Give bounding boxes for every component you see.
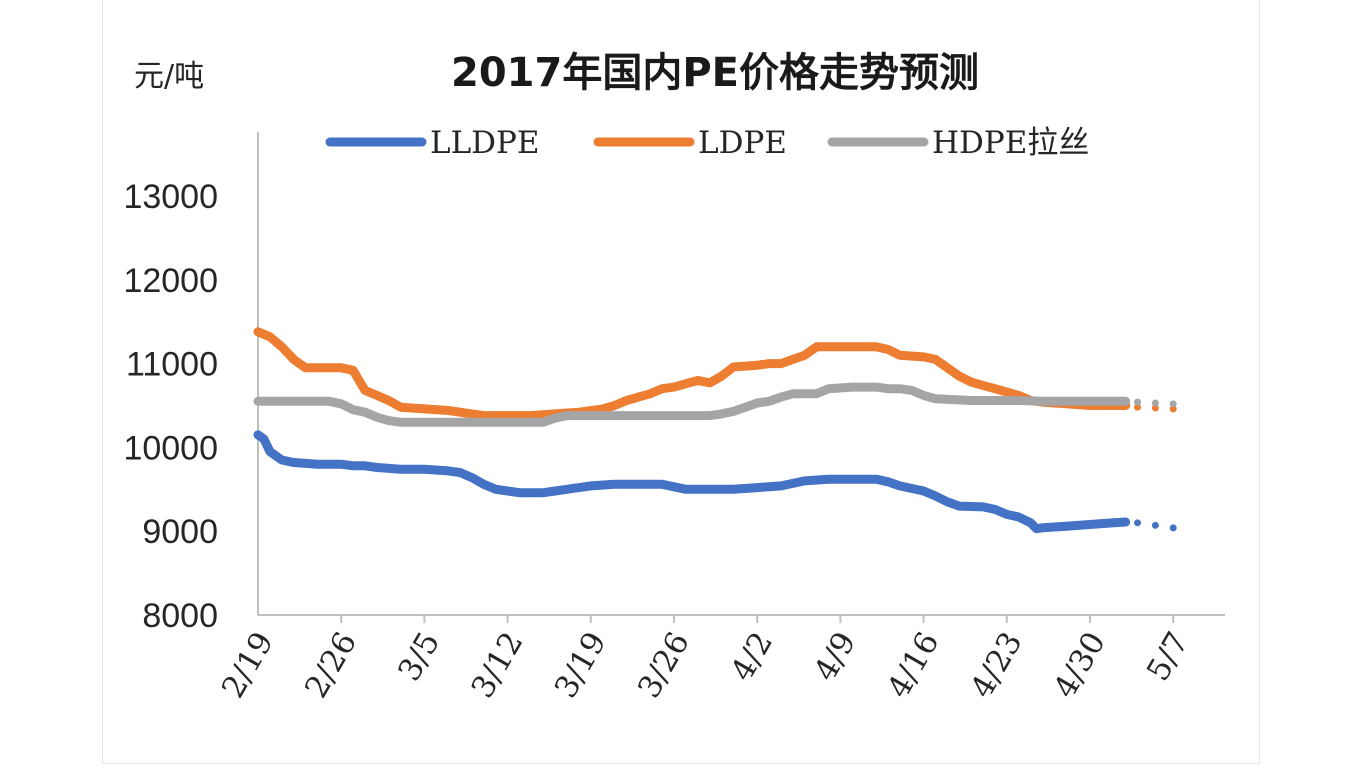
forecast-dot [1169, 524, 1177, 532]
x-tick-label: 4/30 [1047, 626, 1113, 704]
legend-label: LLDPE [430, 125, 540, 161]
forecast-dot [1151, 399, 1159, 407]
series-lines [253, 327, 1177, 534]
x-tick-label: 3/5 [391, 626, 447, 687]
forecast-dot [1151, 404, 1159, 412]
x-tick-label: 4/23 [964, 626, 1030, 704]
forecast-dot [1169, 400, 1177, 408]
series-line [253, 327, 1131, 421]
y-tick-label: 9000 [142, 513, 218, 551]
series-line [253, 430, 1131, 534]
legend-label: HDPE拉丝 [932, 125, 1089, 161]
x-tick-label: 3/26 [631, 626, 697, 704]
x-tick-label: 2/19 [215, 626, 281, 704]
axes [257, 132, 1225, 623]
legend: LLDPE LDPE HDPE拉丝 [325, 125, 1089, 161]
y-tick-labels: 13000 12000 11000 10000 9000 8000 [123, 178, 218, 635]
y-tick-label: 8000 [142, 597, 218, 635]
y-tick-label: 11000 [126, 346, 218, 384]
y-tick-label: 10000 [123, 429, 218, 467]
x-tick-label: 3/19 [548, 626, 614, 704]
forecast-dot [1169, 405, 1177, 413]
forecast-dot [1134, 403, 1142, 411]
forecast-dot [1151, 521, 1159, 529]
chart-frame [102, 0, 1260, 764]
x-tick-label: 5/7 [1140, 626, 1196, 687]
y-axis-unit-label: 元/吨 [134, 59, 204, 94]
x-tick-label: 3/12 [465, 626, 531, 704]
x-tick-labels: 2/19 2/26 3/5 3/12 3/19 3/26 4/2 4/9 4/16 4/23 4/3… [215, 626, 1196, 704]
x-tick-label: 4/16 [881, 626, 947, 704]
x-tick-label: 4/2 [724, 626, 780, 687]
y-tick-label: 12000 [123, 262, 218, 300]
forecast-dot [1134, 398, 1142, 406]
chart-title: 2017年国内PE价格走势预测 [451, 50, 979, 96]
y-tick-label: 13000 [123, 178, 218, 216]
x-tick-label: 4/9 [807, 626, 863, 687]
x-tick-label: 2/26 [298, 626, 364, 704]
series-line [253, 382, 1131, 427]
legend-label: LDPE [698, 125, 787, 161]
forecast-dot [1134, 519, 1142, 527]
